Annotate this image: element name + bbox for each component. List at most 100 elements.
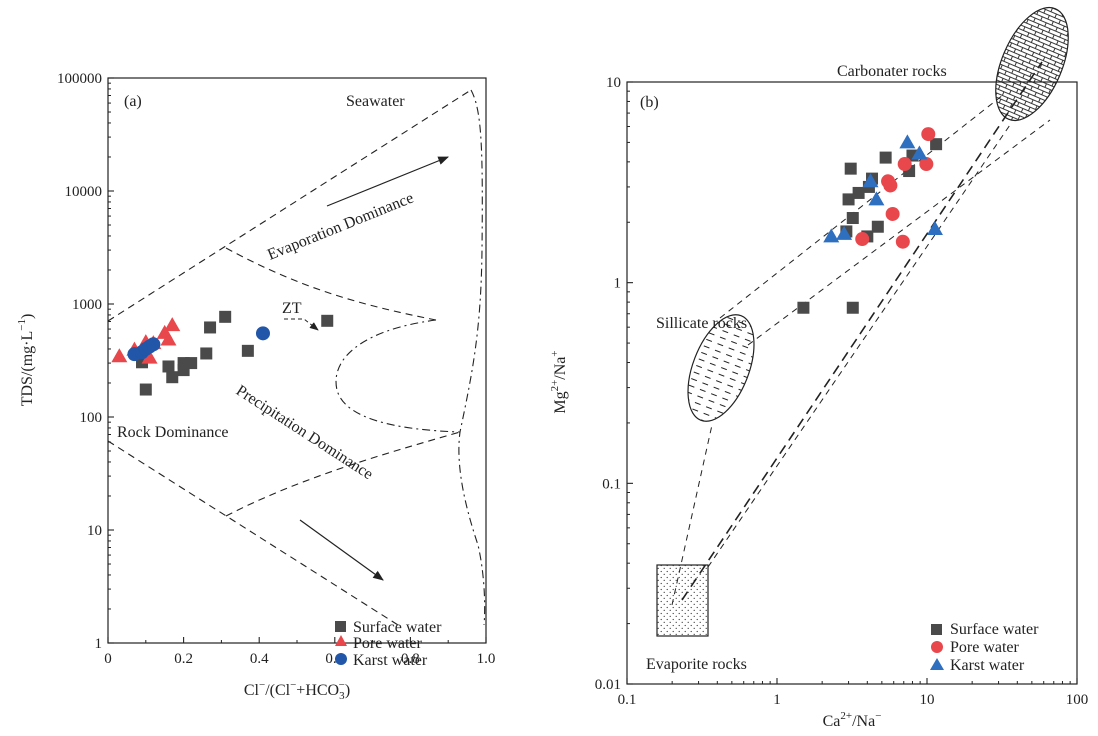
- precipitation-boundary: [225, 431, 461, 517]
- seawater-label: Seawater: [346, 93, 405, 110]
- panel-a-x-tick-label: 0.8: [401, 651, 420, 667]
- data-point-surface-water: [166, 371, 179, 384]
- panel-a-y-tick-label: 1: [95, 636, 103, 652]
- silicate-to-carbonate-left: [719, 94, 1004, 319]
- evaporite-rocks-label: Evaporite rocks: [646, 656, 747, 673]
- legend-label-surface-water: Surface water: [353, 619, 442, 636]
- data-point-surface-water: [219, 310, 232, 323]
- legend-marker-pore-water: [931, 641, 943, 653]
- panel-a-y-tick-label: 10: [87, 523, 102, 539]
- panel-a-ylabel: TDS/(mg·L−1): [16, 314, 36, 407]
- panel-b-x-tick-label: 100: [1066, 692, 1089, 708]
- panel-a: Seawater Evaporation Dominance Rock Domi…: [16, 71, 495, 702]
- panel-b-ylabel: Mg2+/Na+: [549, 350, 569, 413]
- dominance-boundary-curve: [458, 89, 486, 626]
- data-point-surface-water: [879, 151, 892, 164]
- carbonate-rocks-label: Carbonater rocks: [837, 63, 947, 80]
- panel-a-x-tick-label: 0: [104, 651, 112, 667]
- legend-label-surface-water: Surface water: [950, 621, 1039, 638]
- data-point-karst-water: [899, 134, 916, 149]
- data-point-surface-water: [162, 360, 175, 373]
- panel-a-legend: Surface water Pore water Karst water: [335, 619, 442, 669]
- data-point-karst-water: [255, 326, 270, 341]
- panel-b-legend: Surface water Pore water Karst water: [930, 621, 1039, 674]
- panel-b-xlabel: Ca2+/Na−: [823, 710, 882, 730]
- legend-label-karst-water: Karst water: [950, 657, 1025, 674]
- rock-dominance-label: Rock Dominance: [117, 424, 229, 441]
- panel-a-x-tick-label: 1.0: [477, 651, 496, 667]
- panel-b-y-tick-label: 10: [606, 75, 621, 91]
- panel-b-tag: (b): [640, 94, 659, 111]
- legend-label-pore-water: Pore water: [353, 635, 423, 652]
- panel-a-x-tick-label: 0.2: [174, 651, 193, 667]
- silicate-rocks-field: [687, 314, 755, 422]
- data-point-karst-water: [823, 228, 840, 243]
- zt-leader: [284, 318, 319, 331]
- upper-envelope-line: [107, 89, 472, 322]
- data-point-pore-water: [111, 348, 128, 363]
- inner-boundary-curve: [335, 319, 461, 433]
- data-point-surface-water: [871, 220, 884, 233]
- panel-b-y-tick-label: 1: [614, 276, 622, 292]
- data-point-surface-water: [842, 193, 855, 206]
- data-point-pore-water: [855, 232, 870, 247]
- panel-b: Carbonater rocks Sillicate rocks Evapori…: [549, 6, 1089, 730]
- silicate-rocks-label: Sillicate rocks: [656, 315, 747, 332]
- data-point-pore-water: [921, 127, 936, 142]
- evaporite-to-carbonate-right: [707, 121, 1013, 568]
- data-point-pore-water: [885, 206, 900, 221]
- data-point-surface-water: [846, 212, 859, 225]
- data-point-surface-water: [185, 357, 198, 370]
- data-point-surface-water: [844, 162, 857, 175]
- data-point-surface-water: [200, 347, 213, 360]
- data-point-karst-water: [836, 225, 853, 240]
- precipitation-arrow: [299, 519, 384, 581]
- data-point-karst-water: [146, 337, 161, 352]
- legend-marker-karst-water: [930, 658, 944, 670]
- data-point-surface-water: [204, 321, 217, 334]
- silicate-to-carbonate-right: [747, 119, 1051, 346]
- panel-a-points: [111, 310, 334, 396]
- data-point-surface-water: [321, 314, 334, 327]
- data-point-surface-water: [797, 301, 810, 314]
- data-point-pore-water: [897, 157, 912, 172]
- panel-b-x-tick-label: 0.1: [618, 692, 637, 708]
- evaporite-rocks-field: [656, 564, 709, 637]
- panel-a-frame: [107, 77, 487, 644]
- panel-b-points: [797, 127, 943, 314]
- legend-marker-surface-water: [931, 624, 942, 635]
- data-point-pore-water: [895, 234, 910, 249]
- panel-a-y-tick-label: 100: [80, 410, 103, 426]
- carbonate-rocks-field: [995, 6, 1069, 122]
- panel-a-y-tick-label: 10000: [65, 184, 103, 200]
- data-point-surface-water: [139, 383, 152, 396]
- data-point-karst-water: [862, 173, 879, 188]
- precipitation-label: Precipitation Dominance: [233, 382, 376, 483]
- legend-marker-surface-water: [335, 621, 346, 632]
- panel-b-frame: [626, 81, 1078, 685]
- panel-a-y-tick-label: 1000: [72, 297, 102, 313]
- evaporite-to-silicate-left: [671, 424, 713, 606]
- data-point-surface-water: [241, 344, 254, 357]
- data-point-karst-water: [911, 145, 928, 160]
- evaporation-arrow: [326, 156, 450, 207]
- panel-b-y-tick-label: 0.01: [595, 677, 621, 693]
- data-point-surface-water: [930, 138, 943, 151]
- mixing-trend-line: [681, 61, 1043, 601]
- data-point-pore-water: [160, 331, 177, 346]
- data-point-pore-water: [919, 157, 934, 172]
- legend-marker-karst-water: [335, 653, 347, 665]
- panel-b-y-tick-label: 0.1: [602, 476, 621, 492]
- lower-envelope-line: [107, 440, 399, 626]
- panel-a-xlabel: Cl−/(Cl−+HCO3−): [244, 679, 350, 702]
- evaporation-boundary: [225, 247, 437, 321]
- data-point-karst-water: [868, 191, 885, 206]
- panel-b-x-tick-label: 10: [920, 692, 935, 708]
- data-point-pore-water: [883, 178, 898, 193]
- legend-label-karst-water: Karst water: [353, 652, 428, 669]
- data-point-surface-water: [852, 186, 865, 199]
- data-point-pore-water: [164, 317, 181, 332]
- data-point-pore-water: [141, 349, 158, 364]
